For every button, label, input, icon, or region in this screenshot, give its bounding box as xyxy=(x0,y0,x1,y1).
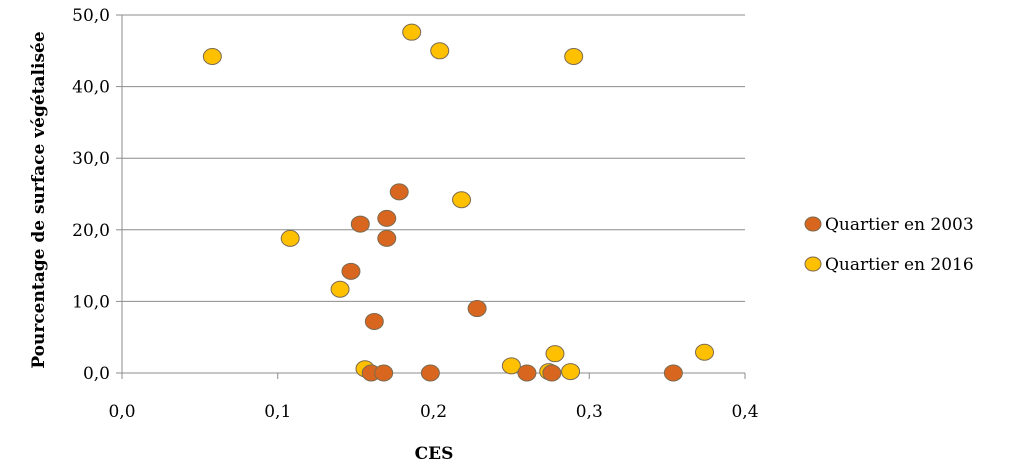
y-tick-labels: 0,0 10,0 20,0 30,0 40,0 50,0 xyxy=(72,6,110,384)
data-point xyxy=(467,300,487,318)
legend-item: Quartier en 2003 xyxy=(804,215,974,235)
x-tick-label: 0,1 xyxy=(264,402,291,422)
legend-label: Quartier en 2003 xyxy=(825,215,974,235)
data-point xyxy=(564,48,584,66)
y-tick-label: 10,0 xyxy=(72,292,110,312)
y-tick-label: 50,0 xyxy=(72,6,110,26)
legend-item: Quartier en 2016 xyxy=(804,255,974,275)
series-2016 xyxy=(202,23,715,381)
y-tick-label: 40,0 xyxy=(72,78,110,98)
legend-label: Quartier en 2016 xyxy=(825,255,974,275)
axes xyxy=(116,14,746,379)
legend-marker xyxy=(804,216,822,232)
x-tick-label: 0,0 xyxy=(108,402,135,422)
data-point xyxy=(452,191,472,209)
data-point xyxy=(663,364,683,382)
x-tick-label: 0,4 xyxy=(731,402,758,422)
x-tick-label: 0,3 xyxy=(576,402,603,422)
data-point xyxy=(695,343,715,361)
x-tick-label: 0,2 xyxy=(420,402,447,422)
data-point xyxy=(545,345,565,363)
data-point xyxy=(389,183,409,201)
legend: Quartier en 2003 Quartier en 2016 xyxy=(804,215,974,275)
data-point xyxy=(374,364,394,382)
data-point xyxy=(561,363,581,381)
y-tick-label: 0,0 xyxy=(83,364,110,384)
data-point xyxy=(517,364,537,382)
data-point xyxy=(402,23,422,41)
y-tick-label: 30,0 xyxy=(72,149,110,169)
data-point xyxy=(280,229,300,247)
data-point xyxy=(420,364,440,382)
legend-marker xyxy=(804,256,822,272)
data-point xyxy=(542,364,562,382)
data-point xyxy=(364,312,384,330)
data-points xyxy=(202,23,715,382)
data-point xyxy=(202,48,222,66)
y-axis-title: Pourcentage de surface végétalisée xyxy=(29,31,49,368)
series-2003 xyxy=(341,183,683,382)
data-point xyxy=(377,209,397,227)
data-point xyxy=(341,262,361,280)
data-point xyxy=(430,42,450,60)
x-tick-labels: 0,0 0,1 0,2 0,3 0,4 xyxy=(108,402,758,422)
data-point xyxy=(501,357,521,375)
data-point xyxy=(330,280,350,298)
x-axis-title: CES xyxy=(415,444,454,464)
y-tick-label: 20,0 xyxy=(72,221,110,241)
data-point xyxy=(350,215,370,233)
data-point xyxy=(377,229,397,247)
gridlines xyxy=(122,14,745,302)
